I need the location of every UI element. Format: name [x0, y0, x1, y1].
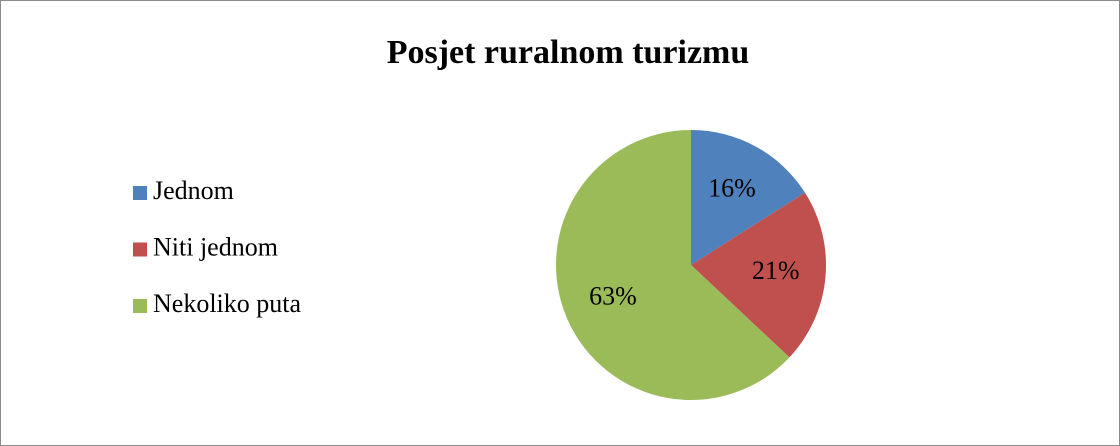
pie-slice: [691, 192, 827, 358]
legend-label: Nekoliko puta: [153, 289, 301, 318]
legend-swatch: [133, 186, 147, 200]
legend-swatch: [133, 242, 147, 257]
data-label: 21%: [752, 256, 800, 285]
data-label: 16%: [708, 173, 756, 202]
pie-slice: [555, 130, 790, 400]
legend-label: Niti jednom: [153, 232, 278, 261]
pie-slice: [691, 130, 805, 265]
chart-title: Posjet ruralnom turizmu: [387, 34, 750, 71]
data-label: 63%: [589, 282, 637, 311]
legend-swatch: [133, 299, 147, 313]
legend-label: Jednom: [153, 176, 234, 205]
